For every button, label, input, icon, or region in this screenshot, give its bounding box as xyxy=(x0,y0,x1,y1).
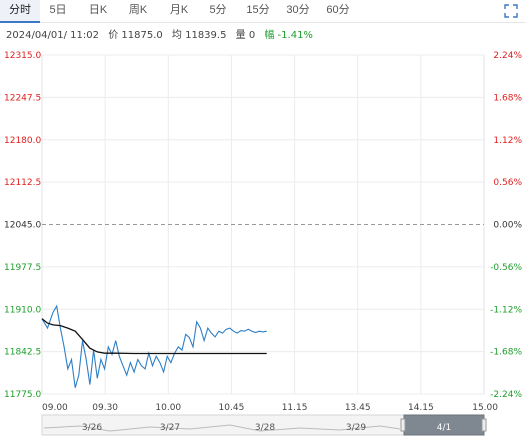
expand-icon[interactable] xyxy=(504,4,518,18)
price-line xyxy=(41,304,267,388)
y-right-tick: 1.68% xyxy=(493,93,522,103)
tab-7[interactable]: 30分 xyxy=(286,4,310,16)
navigator-date: 3/26 xyxy=(82,423,102,433)
info-datetime: 2024/04/01/ 11:02 xyxy=(6,30,100,41)
y-left-tick: 11842.5 xyxy=(4,348,41,358)
tab-4[interactable]: 月K xyxy=(169,4,189,16)
x-tick: 13.45 xyxy=(345,403,371,413)
x-tick: 10.00 xyxy=(155,403,181,413)
tab-0[interactable]: 分时 xyxy=(0,0,40,23)
timeframe-tabs: 分时 5日 日K 周K 月K 5分 15分 30分 60分 xyxy=(0,0,526,23)
navigator-date: 3/27 xyxy=(160,423,180,433)
x-tick: 11.15 xyxy=(282,403,308,413)
navigator-date: 3/28 xyxy=(255,423,275,433)
y-right-tick: -1.12% xyxy=(490,305,522,315)
y-right-tick: -0.56% xyxy=(490,263,522,273)
tab-2[interactable]: 日K xyxy=(88,4,108,16)
y-left-tick: 12180.0 xyxy=(4,136,41,146)
y-right-tick: 2.24% xyxy=(493,51,522,61)
navigator-date: 3/29 xyxy=(346,423,366,433)
y-left-tick: 11977.5 xyxy=(4,263,41,273)
info-avg: 均 11839.5 xyxy=(171,30,227,41)
y-right-tick: -1.68% xyxy=(490,348,522,358)
navigator-date: 4/1 xyxy=(437,423,451,433)
x-tick: 09.00 xyxy=(42,403,68,413)
navigator-handle-left xyxy=(400,418,406,432)
avg-line xyxy=(41,318,267,355)
y-left-tick: 12112.5 xyxy=(4,178,41,188)
navigator-handle-right xyxy=(481,418,487,432)
y-right-tick: 1.12% xyxy=(493,136,522,146)
navigator-sparkline xyxy=(43,424,401,432)
tab-3[interactable]: 周K xyxy=(128,4,148,16)
x-tick: 14.15 xyxy=(408,403,434,413)
y-left-tick: 12247.5 xyxy=(4,93,41,103)
x-tick: 09.30 xyxy=(92,403,118,413)
tab-8[interactable]: 60分 xyxy=(326,4,350,16)
info-volume: 量 0 xyxy=(235,30,256,41)
y-left-tick: 11775.0 xyxy=(4,390,41,400)
y-left-tick: 11910.0 xyxy=(4,305,41,315)
y-right-tick: 0.00% xyxy=(493,221,522,231)
info-change: 幅 -1.41% xyxy=(264,30,313,41)
y-right-tick: -2.24% xyxy=(490,390,522,400)
x-tick: 15.00 xyxy=(472,403,498,413)
y-left-tick: 12315.0 xyxy=(4,51,41,61)
y-left-tick: 12045.0 xyxy=(4,221,41,231)
x-tick: 10.45 xyxy=(219,403,245,413)
tab-6[interactable]: 15分 xyxy=(246,4,270,16)
quote-info-bar: 2024/04/01/ 11:02 价 11875.0 均 11839.5 量 … xyxy=(6,26,319,41)
y-right-tick: 0.56% xyxy=(493,178,522,188)
tab-5[interactable]: 5分 xyxy=(209,4,227,16)
info-price: 价 11875.0 xyxy=(108,30,163,41)
tab-1[interactable]: 5日 xyxy=(49,4,67,16)
